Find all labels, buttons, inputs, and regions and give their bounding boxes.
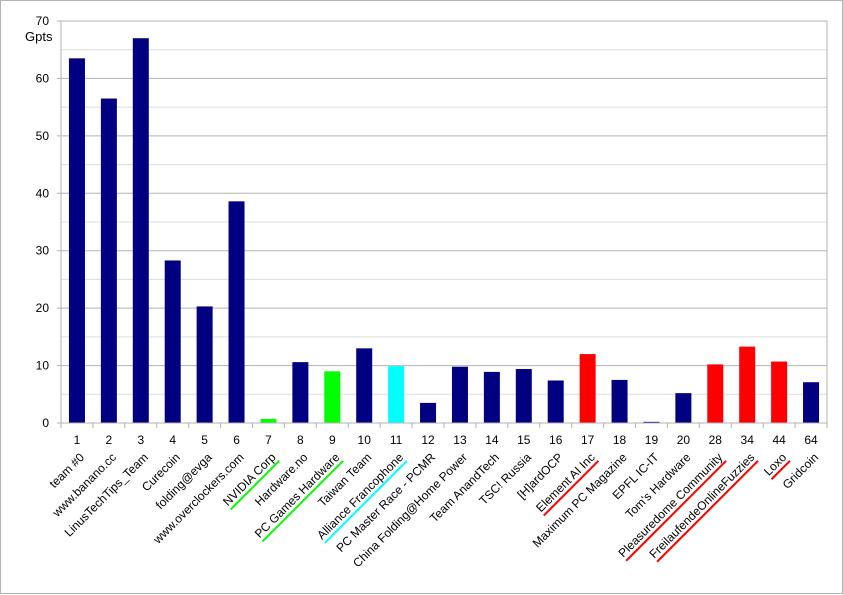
bar: [196, 306, 213, 423]
x-tick-label: 3: [137, 433, 144, 447]
y-tick-label: 70: [36, 14, 50, 28]
x-tick-label: 19: [645, 433, 659, 447]
bar: [707, 364, 724, 423]
bar: [388, 366, 405, 423]
bar: [643, 421, 660, 423]
x-tick-label: 7: [265, 433, 272, 447]
y-tick-label: 30: [36, 244, 50, 258]
team-label-underline: [656, 460, 759, 563]
y-tick-label: 0: [42, 416, 49, 430]
bar: [547, 380, 564, 423]
x-tick-label: 13: [453, 433, 467, 447]
bar: [228, 201, 245, 423]
bar: [771, 361, 788, 423]
team-label-underline: [324, 460, 408, 544]
team-label-group: Gridcoin: [780, 450, 821, 491]
x-tick-labels: 1 2 3 4 5 6 7 8 9 10 11 12 13 14 15 16 17 18 19 20 28 34 44 64: [74, 433, 818, 447]
bar: [132, 38, 149, 423]
team-label-underline: [229, 460, 280, 511]
x-tick-label: 64: [804, 433, 818, 447]
bar: [515, 369, 532, 423]
x-tick-label: 15: [517, 433, 531, 447]
bar: [356, 348, 373, 423]
team-label-underline: [625, 460, 727, 562]
x-tick-label: 2: [106, 433, 113, 447]
x-tick-label: 20: [677, 433, 691, 447]
x-tick-label: 34: [741, 433, 755, 447]
x-tick-label: 28: [709, 433, 723, 447]
bar: [483, 371, 500, 423]
x-tick-label: 44: [772, 433, 786, 447]
bar: [451, 366, 468, 423]
y-axis-label: Gpts: [25, 29, 53, 44]
bar: [803, 382, 820, 423]
bar: [420, 402, 437, 423]
x-tick-label: 10: [358, 433, 372, 447]
team-label-underline: [261, 460, 344, 543]
bar: [292, 362, 309, 423]
y-tick-labels: 0 10 20 30 40 50 60 70: [36, 14, 50, 430]
y-tick-label: 50: [36, 129, 50, 143]
y-tick-label: 20: [36, 301, 50, 315]
x-tick-label: 16: [549, 433, 563, 447]
x-tick-label: 14: [485, 433, 499, 447]
bar: [260, 418, 277, 423]
x-tick-label: 4: [169, 433, 176, 447]
bar: [68, 58, 85, 423]
bar-series: [68, 38, 820, 424]
team-label-underline: [770, 460, 791, 480]
team-label-underline: [543, 460, 600, 517]
x-tick-label: 6: [233, 433, 240, 447]
bar: [675, 393, 692, 423]
y-tick-label: 10: [36, 359, 50, 373]
x-tick-label: 5: [201, 433, 208, 447]
bar: [579, 354, 596, 423]
minor-gridlines: [61, 49, 827, 395]
axes: [57, 20, 828, 428]
x-tick-label: 1: [74, 433, 81, 447]
y-tick-label: 40: [36, 186, 50, 200]
bar: [324, 371, 341, 423]
team-label: Gridcoin: [780, 450, 821, 491]
bar: [164, 260, 181, 423]
bar: [739, 346, 756, 423]
x-tick-label: 11: [390, 433, 403, 447]
major-gridlines: [61, 20, 827, 367]
x-tick-label: 18: [613, 433, 627, 447]
x-tick-label: 9: [329, 433, 336, 447]
y-tick-label: 60: [36, 71, 50, 85]
team-name-labels: team #0www.banano.ccLinusTechTips_TeamCu…: [47, 450, 822, 570]
bar: [611, 379, 628, 423]
x-tick-label: 17: [581, 433, 595, 447]
bar: [100, 98, 117, 424]
x-tick-label: 8: [297, 433, 304, 447]
x-tick-label: 12: [421, 433, 435, 447]
